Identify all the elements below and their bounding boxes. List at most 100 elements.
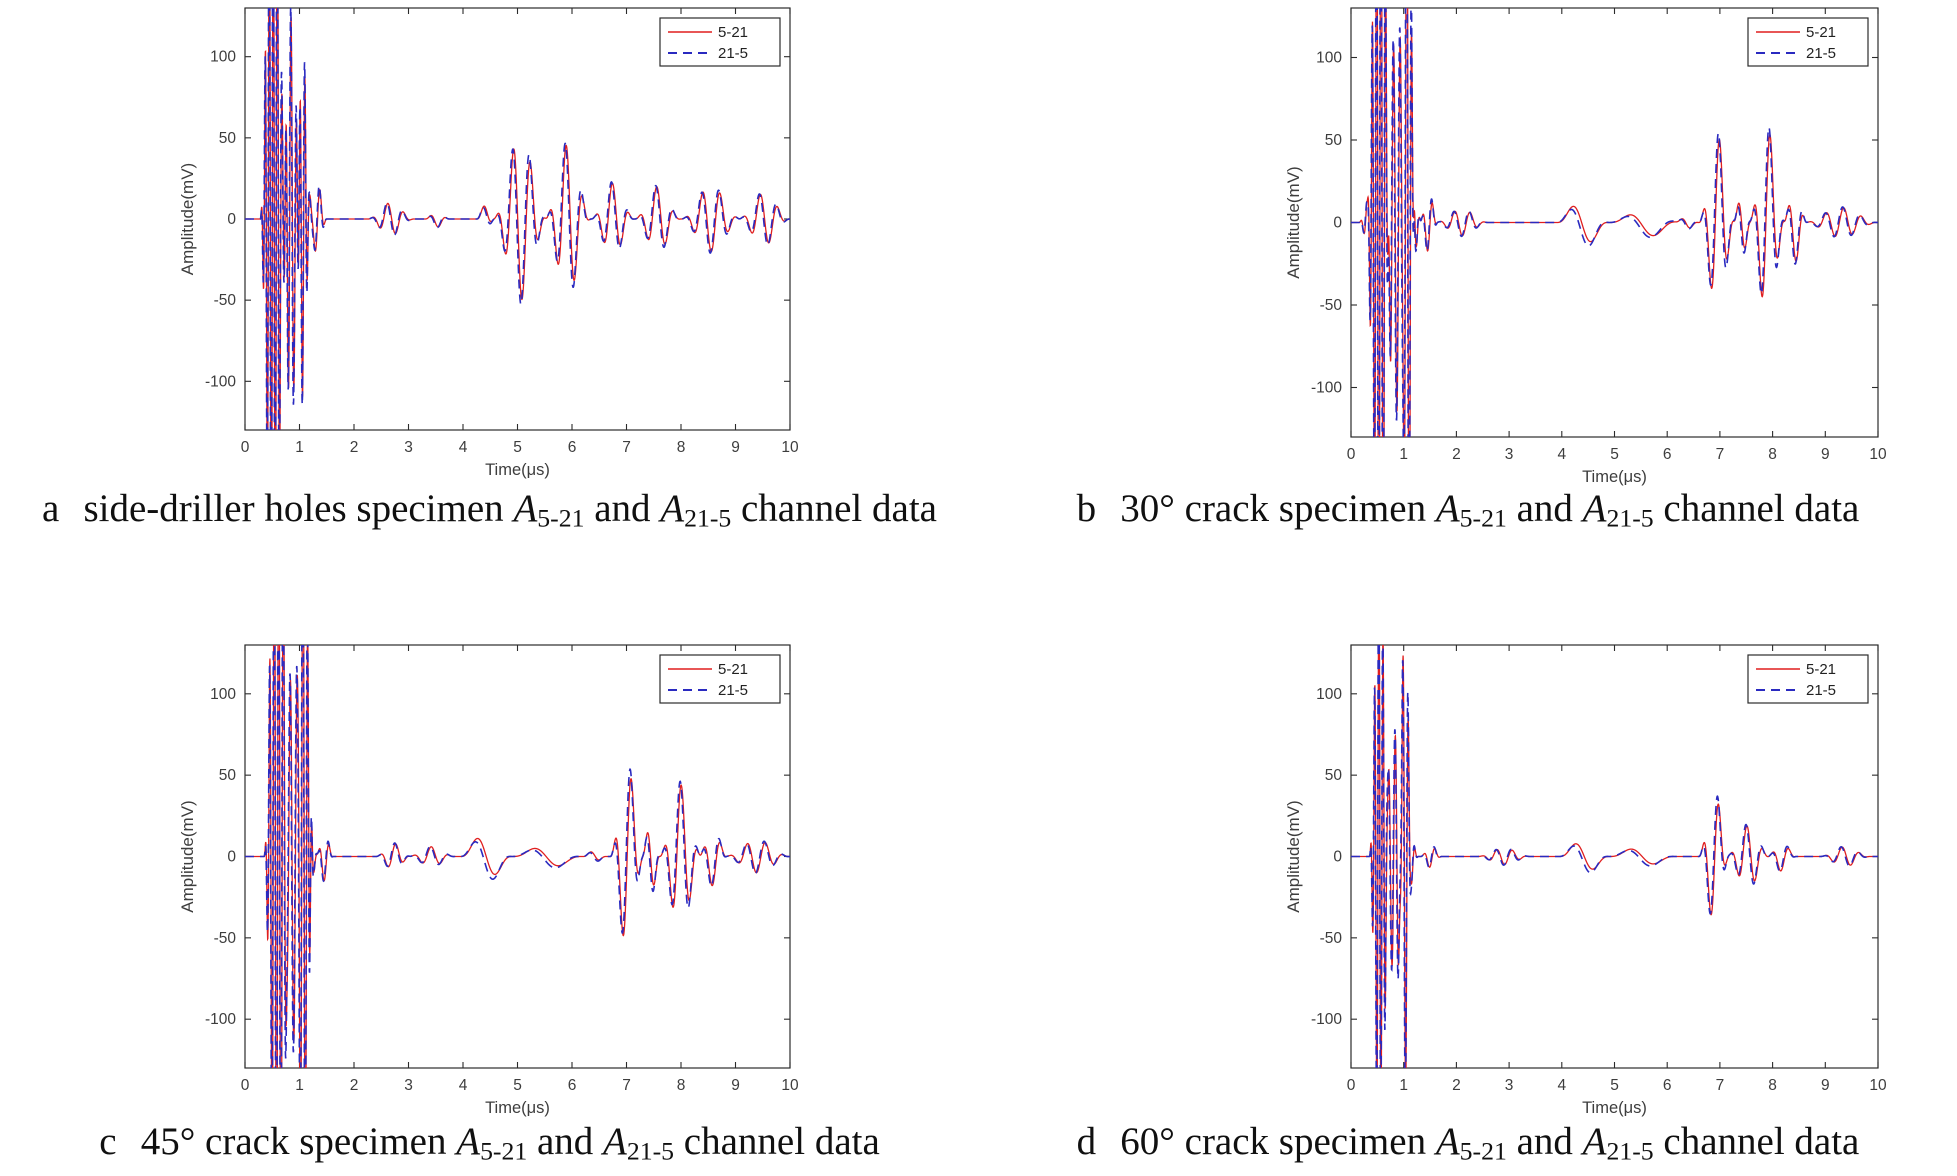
x-axis-tick-label: 8	[1768, 1077, 1777, 1094]
panel-c: 0 1 2 3 4 5 6 7 8 9 10 -100 -50 0 50 100 Time(μs) Amplitu…	[0, 588, 979, 1176]
caption-d-tail: channel data	[1653, 1120, 1860, 1163]
waveform-plot-d: 0 1 2 3 4 5 6 7 8 9 10 -100 -50 0 50 100 Time(μs) Amplitu…	[1284, 644, 1887, 1117]
specimen-subscript: 5-21	[480, 1136, 528, 1166]
y-axis-tick-label: 50	[219, 130, 237, 147]
specimen-symbol: A	[1435, 1120, 1460, 1163]
x-axis-tick-label: 9	[731, 1077, 740, 1094]
legend-entry-label: 21-5	[718, 682, 748, 699]
x-axis-tick-label: 1	[1399, 1077, 1408, 1094]
specimen-subscript: 21-5	[1606, 503, 1654, 533]
x-axis-tick-label: 0	[241, 439, 250, 456]
specimen-symbol: A	[456, 1120, 481, 1163]
y-axis-tick-label: -100	[1311, 380, 1342, 397]
plot-area	[245, 8, 790, 430]
x-axis-tick-label: 5	[513, 439, 522, 456]
caption-b-tail: channel data	[1653, 487, 1860, 530]
x-axis-tick-label: 4	[1557, 446, 1566, 463]
specimen-symbol: A	[1435, 487, 1460, 530]
caption-d: d 60° crack specimen A5-21 and A21-5 chan…	[979, 1119, 1957, 1164]
x-axis-label: Time(μs)	[1582, 468, 1647, 486]
caption-c-joiner: and	[527, 1120, 604, 1163]
legend-box	[659, 654, 781, 704]
x-axis-tick-label: 7	[622, 439, 631, 456]
caption-d-joiner: and	[1506, 1120, 1583, 1163]
x-axis-tick-label: 4	[459, 439, 468, 456]
x-axis-tick-label: 0	[241, 1077, 250, 1094]
caption-c-body: 45° crack specimen	[140, 1120, 457, 1163]
y-axis-label: Amplitude(mV)	[178, 163, 197, 275]
y-axis-tick-label: 100	[1316, 50, 1342, 67]
x-axis-tick-label: 3	[1505, 446, 1514, 463]
y-axis-tick-label: 50	[1325, 767, 1343, 784]
specimen-subscript: 21-5	[626, 1136, 675, 1166]
x-axis-tick-label: 2	[1452, 1077, 1461, 1094]
legend-box	[1747, 654, 1869, 704]
caption-a-body: side-driller holes specimen	[83, 487, 514, 530]
y-axis-tick-label: -50	[214, 930, 237, 947]
specimen-subscript: 5-21	[537, 503, 585, 533]
caption-a: a side-driller holes specimen A5-21 and A…	[0, 486, 979, 531]
caption-b-joiner: and	[1506, 487, 1583, 530]
y-axis-tick-label: 50	[219, 767, 237, 784]
x-axis-tick-label: 7	[622, 1077, 631, 1094]
caption-c-tail: channel data	[674, 1120, 880, 1163]
y-axis-label: Amplitude(mV)	[1284, 800, 1303, 912]
caption-c: c 45° crack specimen A5-21 and A21-5 chan…	[0, 1119, 979, 1164]
x-axis-tick-label: 10	[1869, 1077, 1887, 1094]
y-axis-tick-label: 100	[1316, 686, 1342, 703]
x-axis-tick-label: 6	[568, 1077, 577, 1094]
x-axis-tick-label: 10	[1869, 446, 1887, 463]
waveform-plot-c: 0 1 2 3 4 5 6 7 8 9 10 -100 -50 0 50 100 Time(μs) Amplitu…	[178, 644, 799, 1117]
x-axis-tick-label: 2	[1452, 446, 1461, 463]
x-axis-tick-label: 7	[1716, 446, 1725, 463]
x-axis-label: Time(μs)	[485, 461, 550, 479]
x-axis-tick-label: 1	[295, 439, 304, 456]
legend-entry-label: 21-5	[718, 45, 748, 62]
x-axis-tick-label: 8	[677, 1077, 686, 1094]
series-line-5-21	[1351, 645, 1878, 1068]
x-axis-label: Time(μs)	[485, 1099, 550, 1117]
legend-box	[659, 17, 781, 67]
legend-box	[1747, 17, 1869, 67]
y-axis-tick-label: -50	[214, 292, 237, 309]
waveform-plot-b: 0 1 2 3 4 5 6 7 8 9 10 -100 -50 0 50 100 Time(μs) Amplitu…	[1284, 7, 1887, 486]
y-axis-tick-label: 0	[227, 211, 236, 228]
legend-entry-label: 5-21	[718, 24, 748, 41]
panel-b: 0 1 2 3 4 5 6 7 8 9 10 -100 -50 0 50 100 Time(μs) Amplitu…	[979, 0, 1957, 588]
x-axis-tick-label: 4	[459, 1077, 468, 1094]
specimen-symbol: A	[660, 487, 685, 530]
y-axis-tick-label: 0	[227, 849, 236, 866]
x-axis-tick-label: 5	[1610, 446, 1619, 463]
x-axis-tick-label: 9	[731, 439, 740, 456]
caption-b: b 30° crack specimen A5-21 and A21-5 chan…	[979, 486, 1957, 531]
caption-a-label: a	[42, 487, 60, 530]
y-axis-label: Amplitude(mV)	[178, 800, 197, 912]
caption-b-body: 30° crack specimen	[1120, 487, 1436, 530]
legend-entry-label: 21-5	[1806, 45, 1836, 62]
x-axis-tick-label: 10	[781, 1077, 799, 1094]
x-axis-tick-label: 8	[677, 439, 686, 456]
legend-entry-label: 21-5	[1806, 682, 1836, 699]
caption-a-tail: channel data	[731, 487, 937, 530]
x-axis-tick-label: 5	[513, 1077, 522, 1094]
x-axis-label: Time(μs)	[1582, 1099, 1647, 1117]
plot-area	[1351, 8, 1878, 437]
caption-d-label: d	[1076, 1120, 1097, 1163]
y-axis-tick-label: -100	[1311, 1011, 1342, 1028]
x-axis-tick-label: 4	[1557, 1077, 1566, 1094]
x-axis-tick-label: 0	[1347, 446, 1356, 463]
x-axis-tick-label: 3	[1505, 1077, 1514, 1094]
series-line-21-5	[1351, 8, 1878, 437]
series-line-21-5	[245, 645, 790, 1068]
x-axis-tick-label: 2	[350, 439, 359, 456]
legend-entry-label: 5-21	[1806, 24, 1836, 41]
y-axis-tick-label: 0	[1333, 215, 1342, 232]
y-axis-tick-label: 50	[1325, 132, 1343, 149]
x-axis-tick-label: 5	[1610, 1077, 1619, 1094]
specimen-symbol: A	[1582, 487, 1607, 530]
caption-b-label: b	[1076, 487, 1097, 530]
x-axis-tick-label: 6	[568, 439, 577, 456]
specimen-subscript: 21-5	[1606, 1136, 1654, 1166]
y-axis-tick-label: 0	[1333, 849, 1342, 866]
